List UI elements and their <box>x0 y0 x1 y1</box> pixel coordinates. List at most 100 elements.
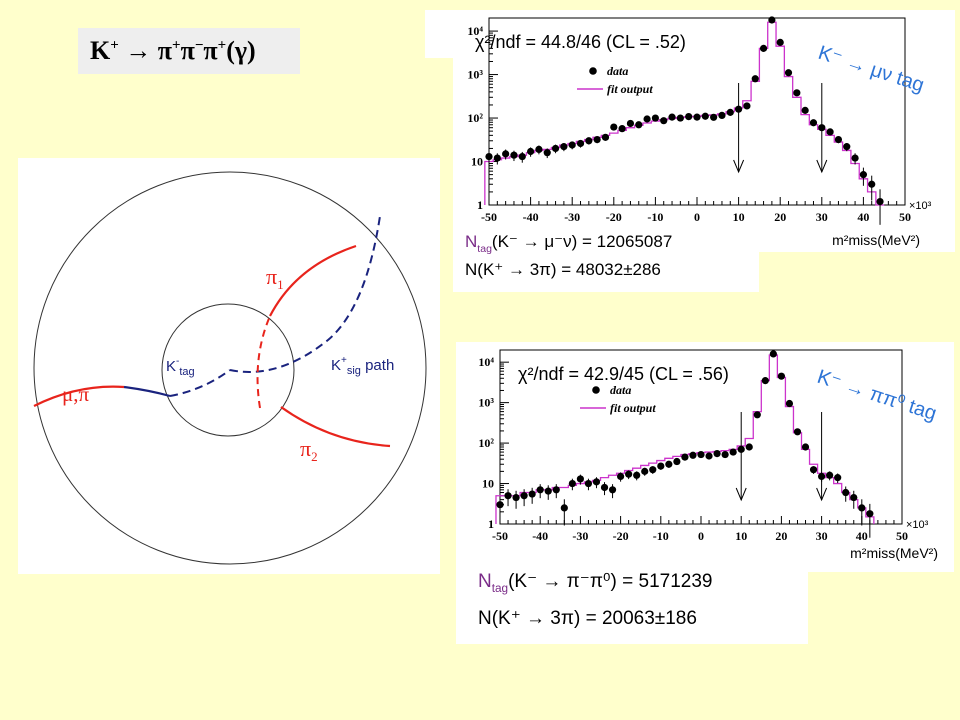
legend-data-label: data <box>607 64 628 78</box>
chi2-label: χ²/ndf = 44.8/46 (CL = .52) <box>475 32 686 52</box>
data-point <box>809 119 818 127</box>
data-point <box>681 453 689 461</box>
x-tick-label: 0 <box>698 529 704 543</box>
x-axis-title: m²miss(MeV²) <box>832 232 920 248</box>
window-arrowhead <box>816 159 828 174</box>
data-point <box>601 133 610 141</box>
mu-pi-track <box>33 385 125 407</box>
data-point <box>701 112 709 120</box>
data-point <box>876 197 884 206</box>
pi1-track-solid <box>269 244 357 317</box>
fit-output-histogram <box>484 21 885 206</box>
pi1-track-dashed <box>256 315 271 409</box>
pi-pi0-tag-chart: -50 -40 -30 -20 -10 0 10 20 30 40 50×10³ 1 10 10² 10³ 1… <box>456 342 954 644</box>
x-tick-label: -40 <box>523 210 539 224</box>
data-point <box>551 144 560 153</box>
chart-background <box>456 342 954 572</box>
data-point <box>776 38 784 46</box>
data-point <box>496 501 504 509</box>
x-tick-label: 20 <box>775 529 787 543</box>
n-3pi-yield: N(K⁺ → 3π) = 20063±186 <box>478 608 697 629</box>
window-arrowhead <box>733 159 745 174</box>
data-point <box>685 112 693 121</box>
x-tick-label: 10 <box>735 529 747 543</box>
data-point <box>689 451 697 459</box>
data-point <box>512 493 520 502</box>
data-point <box>693 113 701 121</box>
data-point <box>657 462 665 470</box>
chart-background <box>456 572 808 644</box>
x-tick-label: -30 <box>572 529 588 543</box>
data-point <box>665 460 673 468</box>
data-point <box>633 471 641 479</box>
data-point <box>793 89 801 97</box>
x-multiplier: ×10³ <box>909 200 932 212</box>
data-point <box>751 75 759 83</box>
data-point <box>518 152 526 161</box>
data-point <box>625 470 633 478</box>
y-tick-label: 10² <box>467 111 483 125</box>
legend-fit-label: fit output <box>607 82 653 96</box>
window-arrowhead <box>735 487 747 502</box>
data-point <box>673 457 681 466</box>
data-point <box>793 428 802 436</box>
k-sig-label: K+sig path <box>331 355 394 377</box>
data-point <box>610 123 618 131</box>
chart-background <box>453 252 759 292</box>
data-point <box>520 492 528 500</box>
data-point <box>826 471 834 479</box>
data-point <box>850 493 858 502</box>
data-point <box>768 16 776 24</box>
y-tick-label: 10 <box>471 155 483 169</box>
data-point <box>536 486 544 494</box>
data-point <box>649 466 657 474</box>
pi1-label: π1 <box>266 264 284 292</box>
data-point <box>859 171 867 179</box>
x-tick-label: -20 <box>606 210 622 224</box>
slide-title: K+ → π+π−π+(γ) <box>90 36 256 65</box>
data-point <box>535 145 543 154</box>
legend-data-label: data <box>610 383 631 397</box>
data-point <box>826 128 834 136</box>
pi2-track <box>280 406 391 448</box>
data-point <box>726 108 734 116</box>
data-point <box>576 139 585 148</box>
data-point <box>585 137 593 145</box>
data-point <box>843 143 851 151</box>
data-point <box>560 143 568 151</box>
data-point <box>510 151 518 159</box>
data-point <box>568 479 576 488</box>
data-point <box>834 135 843 144</box>
window-arrowhead <box>816 487 828 502</box>
data-point <box>834 474 842 482</box>
data-point <box>643 115 651 123</box>
data-point <box>660 117 668 125</box>
data-point <box>721 450 729 459</box>
legend-data-marker <box>592 386 600 394</box>
chart-background <box>453 10 955 252</box>
fit-output-histogram <box>495 354 875 524</box>
x-tick-label: 30 <box>816 210 828 224</box>
data-point <box>502 150 510 158</box>
x-tick-label: 50 <box>899 210 911 224</box>
data-point <box>626 119 635 128</box>
x-tick-label: 20 <box>774 210 786 224</box>
x-multiplier: ×10³ <box>906 519 929 531</box>
data-point <box>866 510 874 518</box>
legend-fit-label: fit output <box>610 401 656 415</box>
data-point <box>745 443 753 451</box>
data-point <box>568 141 576 149</box>
x-tick-label: -50 <box>492 529 508 543</box>
y-tick-label: 10 <box>482 477 494 491</box>
chi2-label: χ²/ndf = 42.9/45 (CL = .56) <box>518 364 729 384</box>
mu-pi-label: μ,π <box>62 382 90 406</box>
outer-detector-circle <box>33 171 427 565</box>
data-point <box>543 149 551 157</box>
data-point <box>544 487 552 495</box>
data-point <box>504 492 512 500</box>
x-tick-label: -30 <box>564 210 580 224</box>
data-point <box>576 475 584 483</box>
n-tag-yield: Ntag(K⁻ → π⁻π⁰) = 5171239 <box>478 571 713 595</box>
data-point <box>785 399 794 408</box>
data-point <box>560 504 568 512</box>
